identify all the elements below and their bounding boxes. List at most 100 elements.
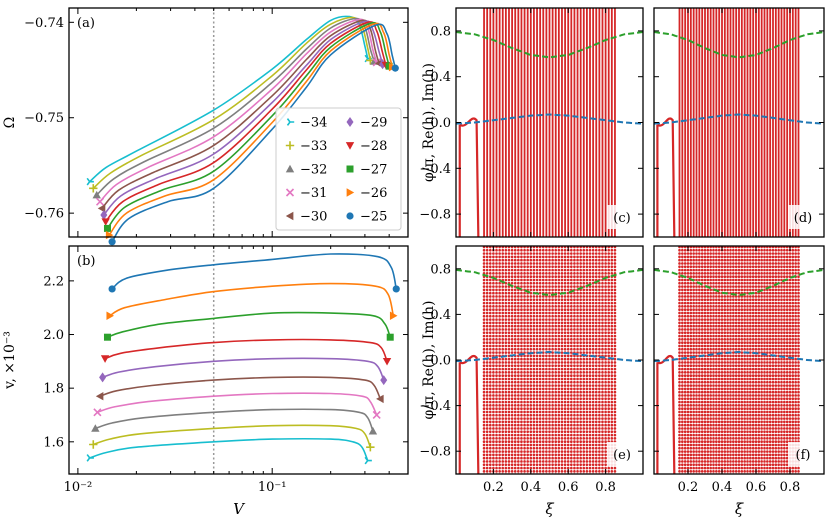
- series-start-marker: [92, 190, 101, 199]
- re-h-curve: [654, 31, 824, 59]
- im-h-curve: [456, 113, 643, 125]
- legend-marker: [346, 188, 355, 197]
- series-start-marker: [91, 424, 100, 432]
- panel-b-frame: [68, 245, 409, 475]
- im-h-curve: [654, 113, 824, 125]
- x-tick-label: 0.6: [558, 480, 579, 495]
- series-start-marker: [89, 184, 98, 193]
- series-start-marker: [101, 218, 110, 226]
- plot-area: [456, 246, 643, 474]
- legend-marker: [285, 141, 295, 150]
- panel-e: 0.8 0.4 0.0 −0.4 −0.8 0.2 0.4 0.6 0.8 (e) ξ φ/π, Re…: [419, 245, 644, 518]
- legend-marker: [285, 164, 295, 173]
- series-line: [105, 21, 387, 223]
- y-tick-label: −0.4: [419, 162, 451, 177]
- re-h-curve: [456, 268, 643, 297]
- series-start-marker: [89, 440, 98, 449]
- series-line: [99, 18, 378, 203]
- series-start-marker: [103, 224, 111, 232]
- legend-marker: [285, 211, 294, 221]
- series-line: [89, 438, 369, 461]
- y-tick-label: −0.76: [24, 207, 64, 222]
- series-end-marker: [389, 311, 398, 320]
- y-tick-label: 2.0: [43, 328, 64, 343]
- legend-label: −25: [360, 210, 387, 225]
- y-tick-label: −0.75: [24, 111, 64, 126]
- phase-left-edge: [459, 355, 480, 474]
- y-tick-label: 1.8: [43, 382, 64, 397]
- series-end-marker: [368, 426, 378, 435]
- panel-label: (f): [796, 448, 811, 463]
- series-start-marker: [106, 311, 115, 320]
- legend-marker: [346, 212, 354, 220]
- series-start-marker: [100, 355, 110, 363]
- y-tick-label: 0.4: [430, 308, 451, 323]
- legend-marker: [346, 117, 354, 127]
- panel-label-box: [788, 442, 818, 466]
- x-axis-label: V: [233, 500, 246, 518]
- panel-label-box: [607, 205, 637, 229]
- y-axis-label: φ/π, Re(h), Im(h): [421, 300, 437, 419]
- re-h-curve: [456, 31, 643, 59]
- legend-label: −31: [300, 186, 327, 201]
- panel-label: (b): [77, 254, 95, 269]
- series-line: [111, 23, 397, 243]
- legend-marker: [345, 142, 355, 150]
- phase-left-edge: [656, 117, 676, 237]
- legend-label: −34: [300, 116, 327, 131]
- series-start-marker: [100, 210, 108, 221]
- y-tick-label: 1.6: [43, 435, 64, 450]
- y-axis-label: v, ×10⁻³: [2, 331, 18, 390]
- panel-label: (d): [794, 211, 812, 226]
- series-start-marker: [86, 177, 94, 186]
- series-end-marker: [391, 64, 399, 72]
- x-axis-label: ξ: [735, 500, 744, 518]
- x-tick-label: 0.4: [520, 480, 541, 495]
- panel-f: 0.2 0.4 0.6 0.8 (f) ξ: [653, 245, 825, 518]
- series-line: [111, 253, 397, 290]
- legend-label: −30: [300, 210, 327, 225]
- series-line: [102, 357, 385, 381]
- panel-c: 0.8 0.4 0.0 −0.4 −0.8 (c) φ/π, Re(h), Im(h): [419, 7, 644, 238]
- y-tick-label: 0.8: [430, 24, 451, 39]
- series-line: [96, 17, 375, 196]
- x-tick-label: 0.2: [678, 480, 699, 495]
- x-axis-label: ξ: [545, 500, 554, 518]
- y-axis-label: φ/π, Re(h), Im(h): [421, 63, 437, 182]
- y-tick-label: 0.0: [430, 116, 451, 131]
- series-line: [93, 424, 372, 448]
- panel-b: 1.6 1.8 2.0 2.2 10⁻² 10⁻¹ (b) v, ×10⁻³ V: [2, 245, 409, 518]
- y-axis-label: Ω: [2, 117, 18, 129]
- panel-label: (c): [613, 211, 630, 226]
- series-line: [97, 392, 378, 416]
- y-tick-label: −0.74: [24, 16, 64, 31]
- panel-label-box: [607, 442, 637, 466]
- series-start-marker: [95, 197, 105, 206]
- series-line: [107, 311, 391, 338]
- plot-area: [456, 8, 643, 237]
- series-start-marker: [93, 408, 102, 417]
- series-end-marker: [380, 375, 388, 386]
- series-end-marker: [364, 456, 372, 465]
- x-tick-label: 0.8: [780, 480, 801, 495]
- x-tick-label: 10⁻²: [64, 480, 93, 495]
- series-start-marker: [86, 454, 94, 462]
- series-line: [101, 19, 380, 209]
- y-tick-label: 2.2: [43, 274, 64, 289]
- phase-left-edge: [459, 117, 480, 237]
- x-tick-label: 0.4: [712, 480, 733, 495]
- series-start-marker: [103, 333, 111, 341]
- legend-label: −32: [300, 163, 327, 178]
- panel-label: (e): [613, 448, 631, 463]
- series-start-marker: [108, 238, 116, 246]
- panel-a-frame: [68, 7, 409, 238]
- series-line: [95, 408, 374, 432]
- series-end-marker: [376, 394, 384, 404]
- series-end-marker: [382, 357, 392, 366]
- series-line: [99, 376, 382, 400]
- series-end-marker: [372, 410, 381, 420]
- legend-marker: [286, 118, 295, 126]
- series-line: [104, 338, 388, 362]
- panel-d: (d): [653, 7, 825, 238]
